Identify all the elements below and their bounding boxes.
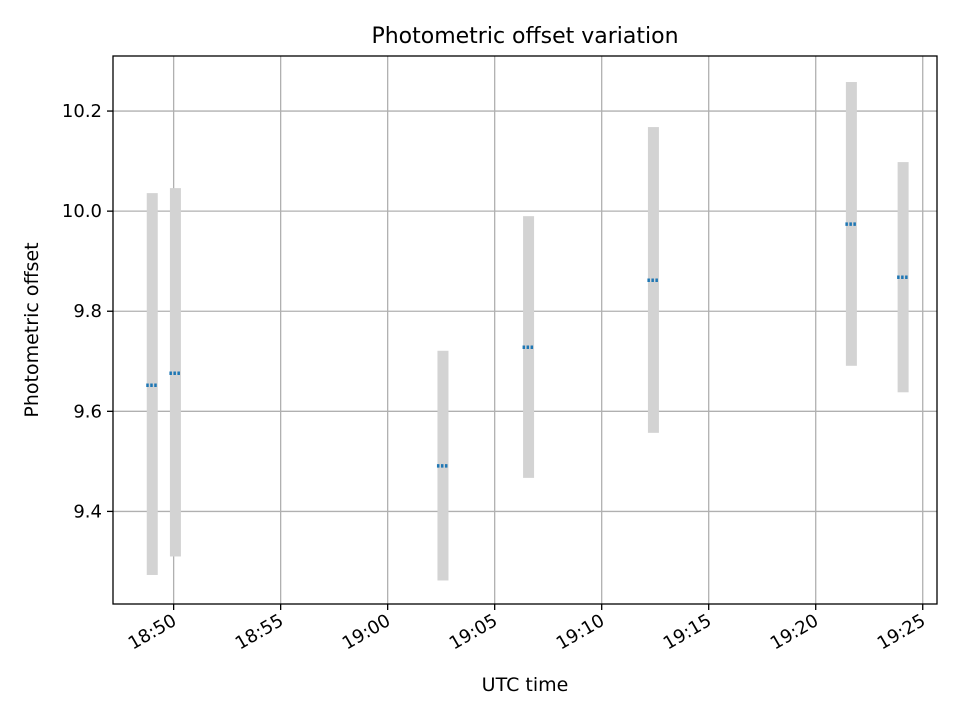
x-axis-title: UTC time — [482, 674, 569, 696]
x-tick-label: 18:55 — [232, 610, 287, 654]
error-bars — [146, 82, 909, 581]
x-tick-label: 19:00 — [339, 610, 394, 654]
y-tick-label: 9.4 — [73, 501, 102, 522]
x-tick-label: 18:50 — [125, 610, 180, 654]
x-tick-label: 19:20 — [767, 610, 822, 654]
y-tick-label: 9.8 — [73, 301, 102, 322]
x-tick-label: 19:15 — [660, 610, 715, 654]
x-tick-label: 19:25 — [874, 610, 929, 654]
chart-title: Photometric offset variation — [371, 24, 678, 49]
y-axis-title: Photometric offset — [21, 242, 43, 417]
grid — [113, 56, 937, 604]
x-tick-label: 19:05 — [446, 610, 501, 654]
plot-frame — [112, 55, 938, 605]
x-axis: 18:50 18:55 19:00 19:05 19:10 19:15 19:20 19:25 — [125, 604, 929, 654]
y-tick-label: 10.0 — [62, 201, 102, 222]
y-axis: 9.4 9.6 9.8 10.0 10.2 — [62, 101, 113, 522]
x-tick-label: 19:10 — [553, 610, 608, 654]
y-tick-label: 9.6 — [73, 401, 102, 422]
y-tick-label: 10.2 — [62, 101, 102, 122]
data-points — [146, 222, 910, 468]
